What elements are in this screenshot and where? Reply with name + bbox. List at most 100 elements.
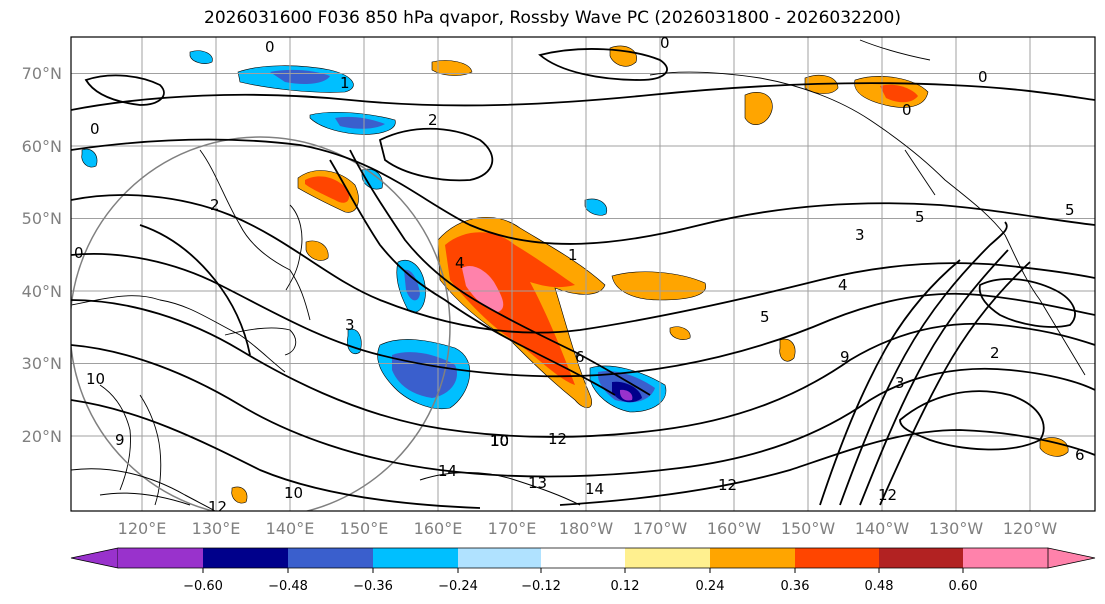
colorbar-tick-label: −0.36 <box>353 579 393 594</box>
map-panel: 0 0 0 0 0 0 1 1 2 2 2 3 3 3 4 4 5 5 5 6 <box>70 34 1096 516</box>
contour-labels: 0 0 0 0 0 0 1 1 2 2 2 3 3 3 4 4 5 5 5 6 <box>74 34 1085 516</box>
contour-label: 12 <box>878 486 897 504</box>
negative-anomaly-patch <box>81 148 98 168</box>
contour-label: 12 <box>548 430 567 448</box>
contour-label: 2 <box>210 196 220 214</box>
positive-anomaly-patch <box>1039 437 1069 457</box>
contour-label: 14 <box>585 480 604 498</box>
lon-label: 150°W <box>781 519 836 538</box>
positive-anomaly-patch <box>744 91 773 125</box>
longitude-labels: 120°E 130°E 140°E 150°E 160°E 170°E 180°… <box>118 519 1058 538</box>
colorbar-ticks <box>202 568 964 573</box>
contour-label: 6 <box>575 348 585 366</box>
contour-label: 10 <box>490 432 509 450</box>
colorbar-tick-label: 0.36 <box>781 579 810 594</box>
contour-label: 5 <box>915 208 925 226</box>
colorbar-tick-label: 0.48 <box>865 579 894 594</box>
contour-label: 10 <box>490 432 509 450</box>
lon-label: 170°W <box>633 519 688 538</box>
contour-label: 12 <box>208 498 227 516</box>
contour-label: 12 <box>718 476 737 494</box>
colorbar-segment <box>795 548 879 568</box>
lat-label: 50°N <box>22 209 62 228</box>
contour-label: 14 <box>438 462 457 480</box>
negative-anomaly-patch <box>620 389 633 401</box>
negative-anomaly-patch <box>404 269 420 301</box>
lon-label: 140°E <box>266 519 315 538</box>
colorbar-segment <box>458 548 541 568</box>
contour-label: 10 <box>490 432 509 450</box>
positive-anomaly-patch <box>305 176 350 203</box>
contour-label: 10 <box>490 432 509 450</box>
lon-label: 140°W <box>855 519 910 538</box>
lon-label: 120°W <box>1003 519 1058 538</box>
contour-label: 0 <box>74 244 84 262</box>
positive-anomaly-patch <box>669 326 691 340</box>
contour-label: 13 <box>528 474 547 492</box>
contour-label: 10 <box>490 432 509 450</box>
contour-lines <box>71 48 1095 509</box>
colorbar-segment <box>541 548 625 568</box>
colorbar-tick-label: −0.48 <box>268 579 308 594</box>
positive-anomaly-patch <box>779 338 796 362</box>
negative-anomaly-patch <box>189 50 213 64</box>
colorbar-over-extension <box>1047 547 1096 569</box>
colorbar-tick-label: 0.60 <box>949 579 978 594</box>
map-title: 2026031600 F036 850 hPa qvapor, Rossby W… <box>204 8 901 28</box>
lon-label: 130°E <box>192 519 241 538</box>
map-frame <box>70 36 1096 512</box>
contour-label: 0 <box>660 34 670 52</box>
colorbar-segment <box>963 548 1048 568</box>
negative-anomaly-patch <box>335 116 385 129</box>
colorbar-tick-label: −0.24 <box>438 579 478 594</box>
graticule <box>71 37 1095 511</box>
negative-anomaly-patch <box>347 328 362 355</box>
contour-label: 2 <box>428 111 438 129</box>
colorbar-segment <box>203 548 288 568</box>
lon-label: 150°E <box>340 519 389 538</box>
region-circle <box>71 136 451 511</box>
contour-label: 3 <box>895 374 905 392</box>
positive-anomaly-patch <box>462 265 504 312</box>
lat-label: 30°N <box>22 354 62 373</box>
contour-label: 1 <box>340 74 350 92</box>
contour-label: 10 <box>86 370 105 388</box>
contour-label: 10 <box>284 484 303 502</box>
contour-label: 5 <box>1065 201 1075 219</box>
contour-lines-thin <box>71 468 581 511</box>
contour-label: 9 <box>840 348 850 366</box>
lat-label: 40°N <box>22 282 62 301</box>
contour-label: 0 <box>902 101 912 119</box>
contour-label: 1 <box>568 246 578 264</box>
contour-label: 4 <box>455 254 465 272</box>
colorbar-tick-label: −0.60 <box>183 579 223 594</box>
latitude-labels: 70°N 60°N 50°N 40°N 30°N 20°N <box>22 64 62 446</box>
contour-label: 5 <box>760 308 770 326</box>
contour-label: 4 <box>838 276 848 294</box>
lat-label: 70°N <box>22 64 62 83</box>
colorbar-segment <box>118 548 203 568</box>
contour-label: 0 <box>90 120 100 138</box>
contour-label: 9 <box>115 431 125 449</box>
lon-label: 160°W <box>707 519 762 538</box>
contour-label: 0 <box>265 38 275 56</box>
positive-anomaly-patch <box>231 486 248 504</box>
positive-anomaly-patch <box>305 240 329 261</box>
colorbar-tick-label: 0.24 <box>696 579 725 594</box>
contour-label: 2 <box>990 344 1000 362</box>
colorbar-segment <box>373 548 458 568</box>
lat-label: 20°N <box>22 427 62 446</box>
lon-label: 130°W <box>929 519 984 538</box>
colorbar-tick-label: 0.12 <box>611 579 640 594</box>
colorbar-tick-labels: −0.60 −0.48 −0.36 −0.24 −0.12 0.12 0.24 … <box>183 579 977 594</box>
colorbar-segment <box>710 548 795 568</box>
lon-label: 170°E <box>488 519 537 538</box>
contour-label: 0 <box>978 68 988 86</box>
lat-label: 60°N <box>22 137 62 156</box>
positive-anomaly-patch <box>880 84 918 103</box>
lon-label: 160°E <box>414 519 463 538</box>
contour-label: 3 <box>345 316 355 334</box>
colorbar: −0.60 −0.48 −0.36 −0.24 −0.12 0.12 0.24 … <box>70 547 1096 594</box>
colorbar-tick-label: −0.12 <box>521 579 561 594</box>
contour-label: 6 <box>1075 446 1085 464</box>
